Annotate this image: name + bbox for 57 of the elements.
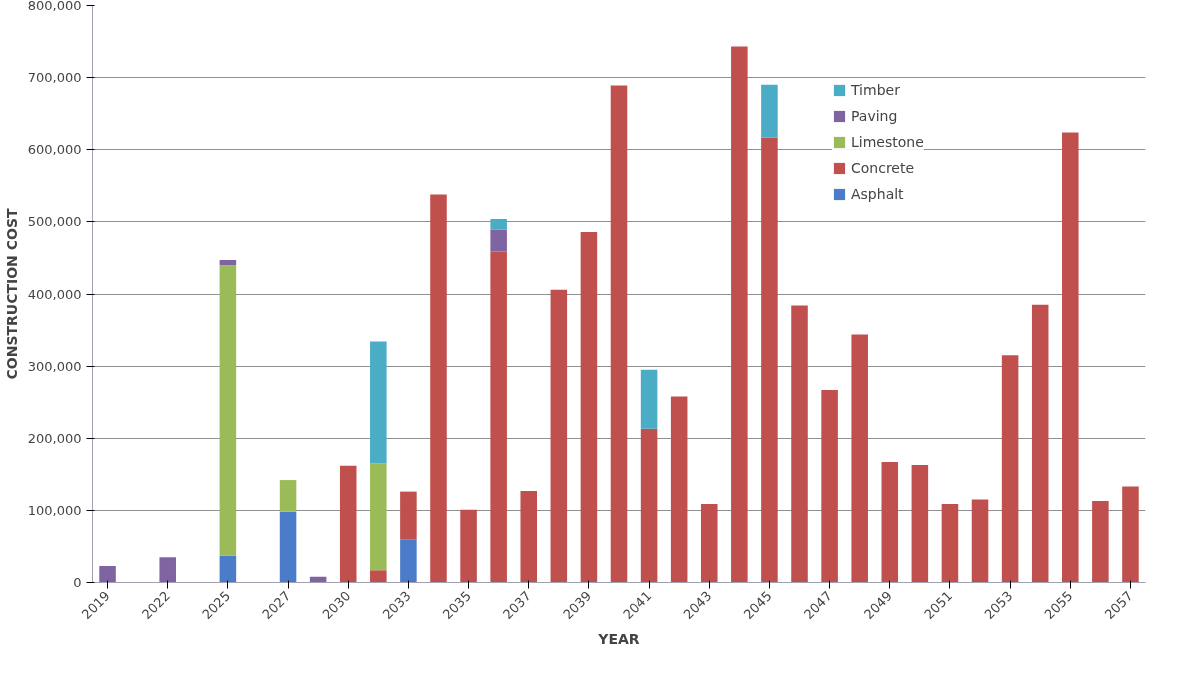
- legend-label: Concrete: [851, 160, 915, 176]
- y-tick-label: 800,000: [27, 0, 82, 13]
- bar: [99, 565, 116, 583]
- bar: [339, 465, 357, 583]
- bar: [219, 555, 237, 583]
- bar: [610, 85, 628, 583]
- bar: [490, 251, 507, 583]
- y-tick-label: 700,000: [27, 70, 82, 86]
- legend-label: Paving: [851, 108, 898, 124]
- bar: [460, 509, 477, 583]
- x-axis-title: YEAR: [597, 631, 640, 648]
- bar: [761, 137, 778, 583]
- bar: [370, 463, 387, 571]
- bar: [971, 499, 989, 583]
- y-tick-label: 600,000: [27, 142, 82, 158]
- bar: [219, 260, 237, 266]
- bar: [911, 464, 929, 583]
- bar: [761, 84, 778, 138]
- bar: [430, 194, 447, 583]
- y-axis-title: CONSTRUCTION COST: [3, 208, 20, 380]
- legend-label: Limestone: [851, 134, 924, 150]
- bar: [580, 231, 598, 583]
- bar: [1001, 355, 1019, 583]
- y-tick-label: 0: [73, 575, 82, 590]
- bar: [550, 289, 568, 583]
- bar: [941, 503, 959, 583]
- bar: [670, 396, 688, 583]
- bar: [640, 369, 658, 429]
- bar: [731, 46, 748, 583]
- bar: [1122, 486, 1139, 583]
- bar: [791, 305, 808, 583]
- bar: [279, 480, 297, 512]
- bar: [700, 503, 718, 583]
- y-tick-label: 300,000: [27, 358, 82, 374]
- bar: [1031, 304, 1049, 583]
- bar: [520, 490, 538, 583]
- y-tick-label: 400,000: [27, 286, 82, 302]
- bar: [490, 229, 507, 252]
- bar: [1092, 501, 1109, 583]
- bar: [640, 428, 658, 583]
- bar: [400, 539, 417, 583]
- bar: [279, 511, 297, 583]
- legend-label: Timber: [851, 82, 900, 98]
- bar: [851, 334, 868, 583]
- y-tick-label: 100,000: [27, 502, 82, 518]
- bar: [490, 218, 507, 230]
- bar: [370, 341, 387, 464]
- y-tick-label: 200,000: [27, 430, 82, 446]
- bar: [219, 265, 237, 556]
- bar: [370, 570, 387, 583]
- bar: [881, 462, 899, 583]
- bar: [159, 557, 176, 583]
- bar: [1062, 132, 1079, 583]
- bar: [821, 389, 838, 583]
- legend-label: Asphalt: [851, 186, 904, 202]
- bar: [400, 491, 417, 540]
- y-tick-label: 500,000: [27, 214, 82, 230]
